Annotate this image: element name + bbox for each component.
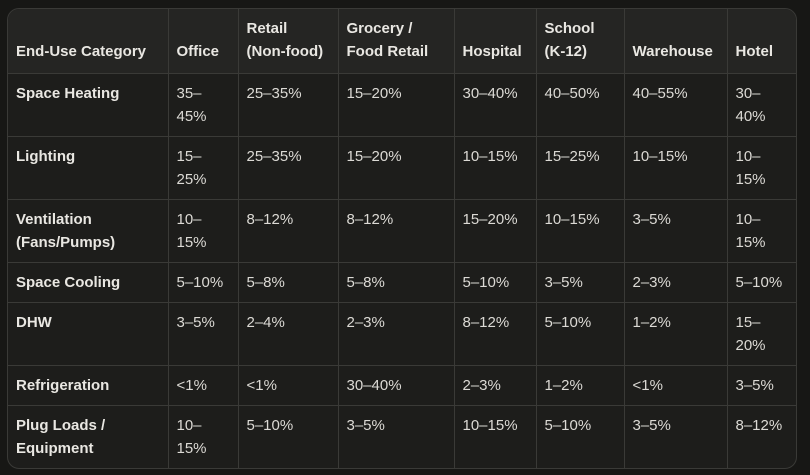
value-cell: 8–12% [726,405,796,468]
value-cell: 40–50% [535,73,624,137]
column-header: Hotel [726,9,796,74]
row-category-label: Space Cooling [16,274,121,291]
value-cell: 3–5% [623,199,727,263]
table-body: Space Heating 35–45% 25–35% 15–20% 30–40% 40–… [8,73,796,468]
table-row: Refrigeration <1% <1% 30–40% 2–3% 1–2% <1% 3–5% [8,365,796,406]
value-cell: 2–3% [337,302,454,366]
value-cell: 8–12% [453,302,536,366]
value-cell: 35–45% [167,73,238,137]
value-cell: 5–10% [726,262,796,303]
value-cell: 8–12% [237,199,338,263]
value-cell: 10–15% [453,136,536,200]
data-table: End-Use Category Office Retail (Non-food) G… [8,9,796,468]
table-row: Space Cooling 5–10% 5–8% 5–8% 5–10% 3–5% 2–3% 5… [8,262,796,303]
value-cell: 2–4% [237,302,338,366]
value-cell: 15–20% [337,73,454,137]
value-cell: 15–25% [535,136,624,200]
value-cell: 10–15% [726,199,796,263]
header-row: End-Use Category Office Retail (Non-food) G… [8,9,796,74]
value-cell: 30–40% [453,73,536,137]
value-cell: 30–40% [337,365,454,406]
column-header: Warehouse [623,9,727,74]
value-cell: 5–10% [167,262,238,303]
value-cell: 2–3% [623,262,727,303]
value-cell: <1% [623,365,727,406]
table-row: Ventilation (Fans/Pumps) 10–15% 8–12% 8–12%… [8,199,796,263]
column-header: School (K-12) [535,9,624,74]
value-cell: <1% [167,365,238,406]
table-row: Lighting 15–25% 25–35% 15–20% 10–15% 15–25% 10… [8,136,796,200]
row-category-label: Lighting [16,148,76,165]
value-cell: 1–2% [623,302,727,366]
value-cell: 30–40% [726,73,796,137]
value-cell: 3–5% [623,405,727,468]
value-cell: 10–15% [623,136,727,200]
value-cell: 5–8% [237,262,338,303]
value-cell: 15–20% [726,302,796,366]
table-row: Space Heating 35–45% 25–35% 15–20% 30–40% 40–… [8,73,796,137]
value-cell: 15–25% [167,136,238,200]
value-cell: 10–15% [726,136,796,200]
table-header: End-Use Category Office Retail (Non-food) G… [8,9,796,74]
value-cell: 8–12% [337,199,454,263]
column-header: Hospital [453,9,536,74]
value-cell: 10–15% [453,405,536,468]
value-cell: 10–15% [167,199,238,263]
table-row: Plug Loads / Equipment 10–15% 5–10% 3–5% 10–… [8,405,796,468]
value-cell: <1% [237,365,338,406]
value-cell: 3–5% [167,302,238,366]
value-cell: 2–3% [453,365,536,406]
column-header: Office [167,9,238,74]
end-use-intensity-table: End-Use Category Office Retail (Non-food) G… [7,8,797,469]
value-cell: 15–20% [337,136,454,200]
value-cell: 25–35% [237,136,338,200]
value-cell: 3–5% [726,365,796,406]
value-cell: 10–15% [535,199,624,263]
value-cell: 25–35% [237,73,338,137]
value-cell: 15–20% [453,199,536,263]
value-cell: 5–10% [535,405,624,468]
table-row: DHW 3–5% 2–4% 2–3% 8–12% 5–10% 1–2% 15–20% [8,302,796,366]
value-cell: 40–55% [623,73,727,137]
value-cell: 5–10% [453,262,536,303]
column-header: End-Use Category [8,9,168,74]
value-cell: 3–5% [337,405,454,468]
value-cell: 3–5% [535,262,624,303]
row-category-label: Plug Loads / Equipment [16,417,106,457]
column-header: Grocery / Food Retail [337,9,454,74]
row-category-label: DHW [16,314,52,331]
value-cell: 10–15% [167,405,238,468]
column-header: Retail (Non-food) [237,9,338,74]
value-cell: 5–10% [535,302,624,366]
row-category-label: Refrigeration [16,377,110,394]
row-category-label: Ventilation (Fans/Pumps) [16,211,116,251]
row-category-label: Space Heating [16,85,120,102]
value-cell: 5–10% [237,405,338,468]
value-cell: 1–2% [535,365,624,406]
value-cell: 5–8% [337,262,454,303]
